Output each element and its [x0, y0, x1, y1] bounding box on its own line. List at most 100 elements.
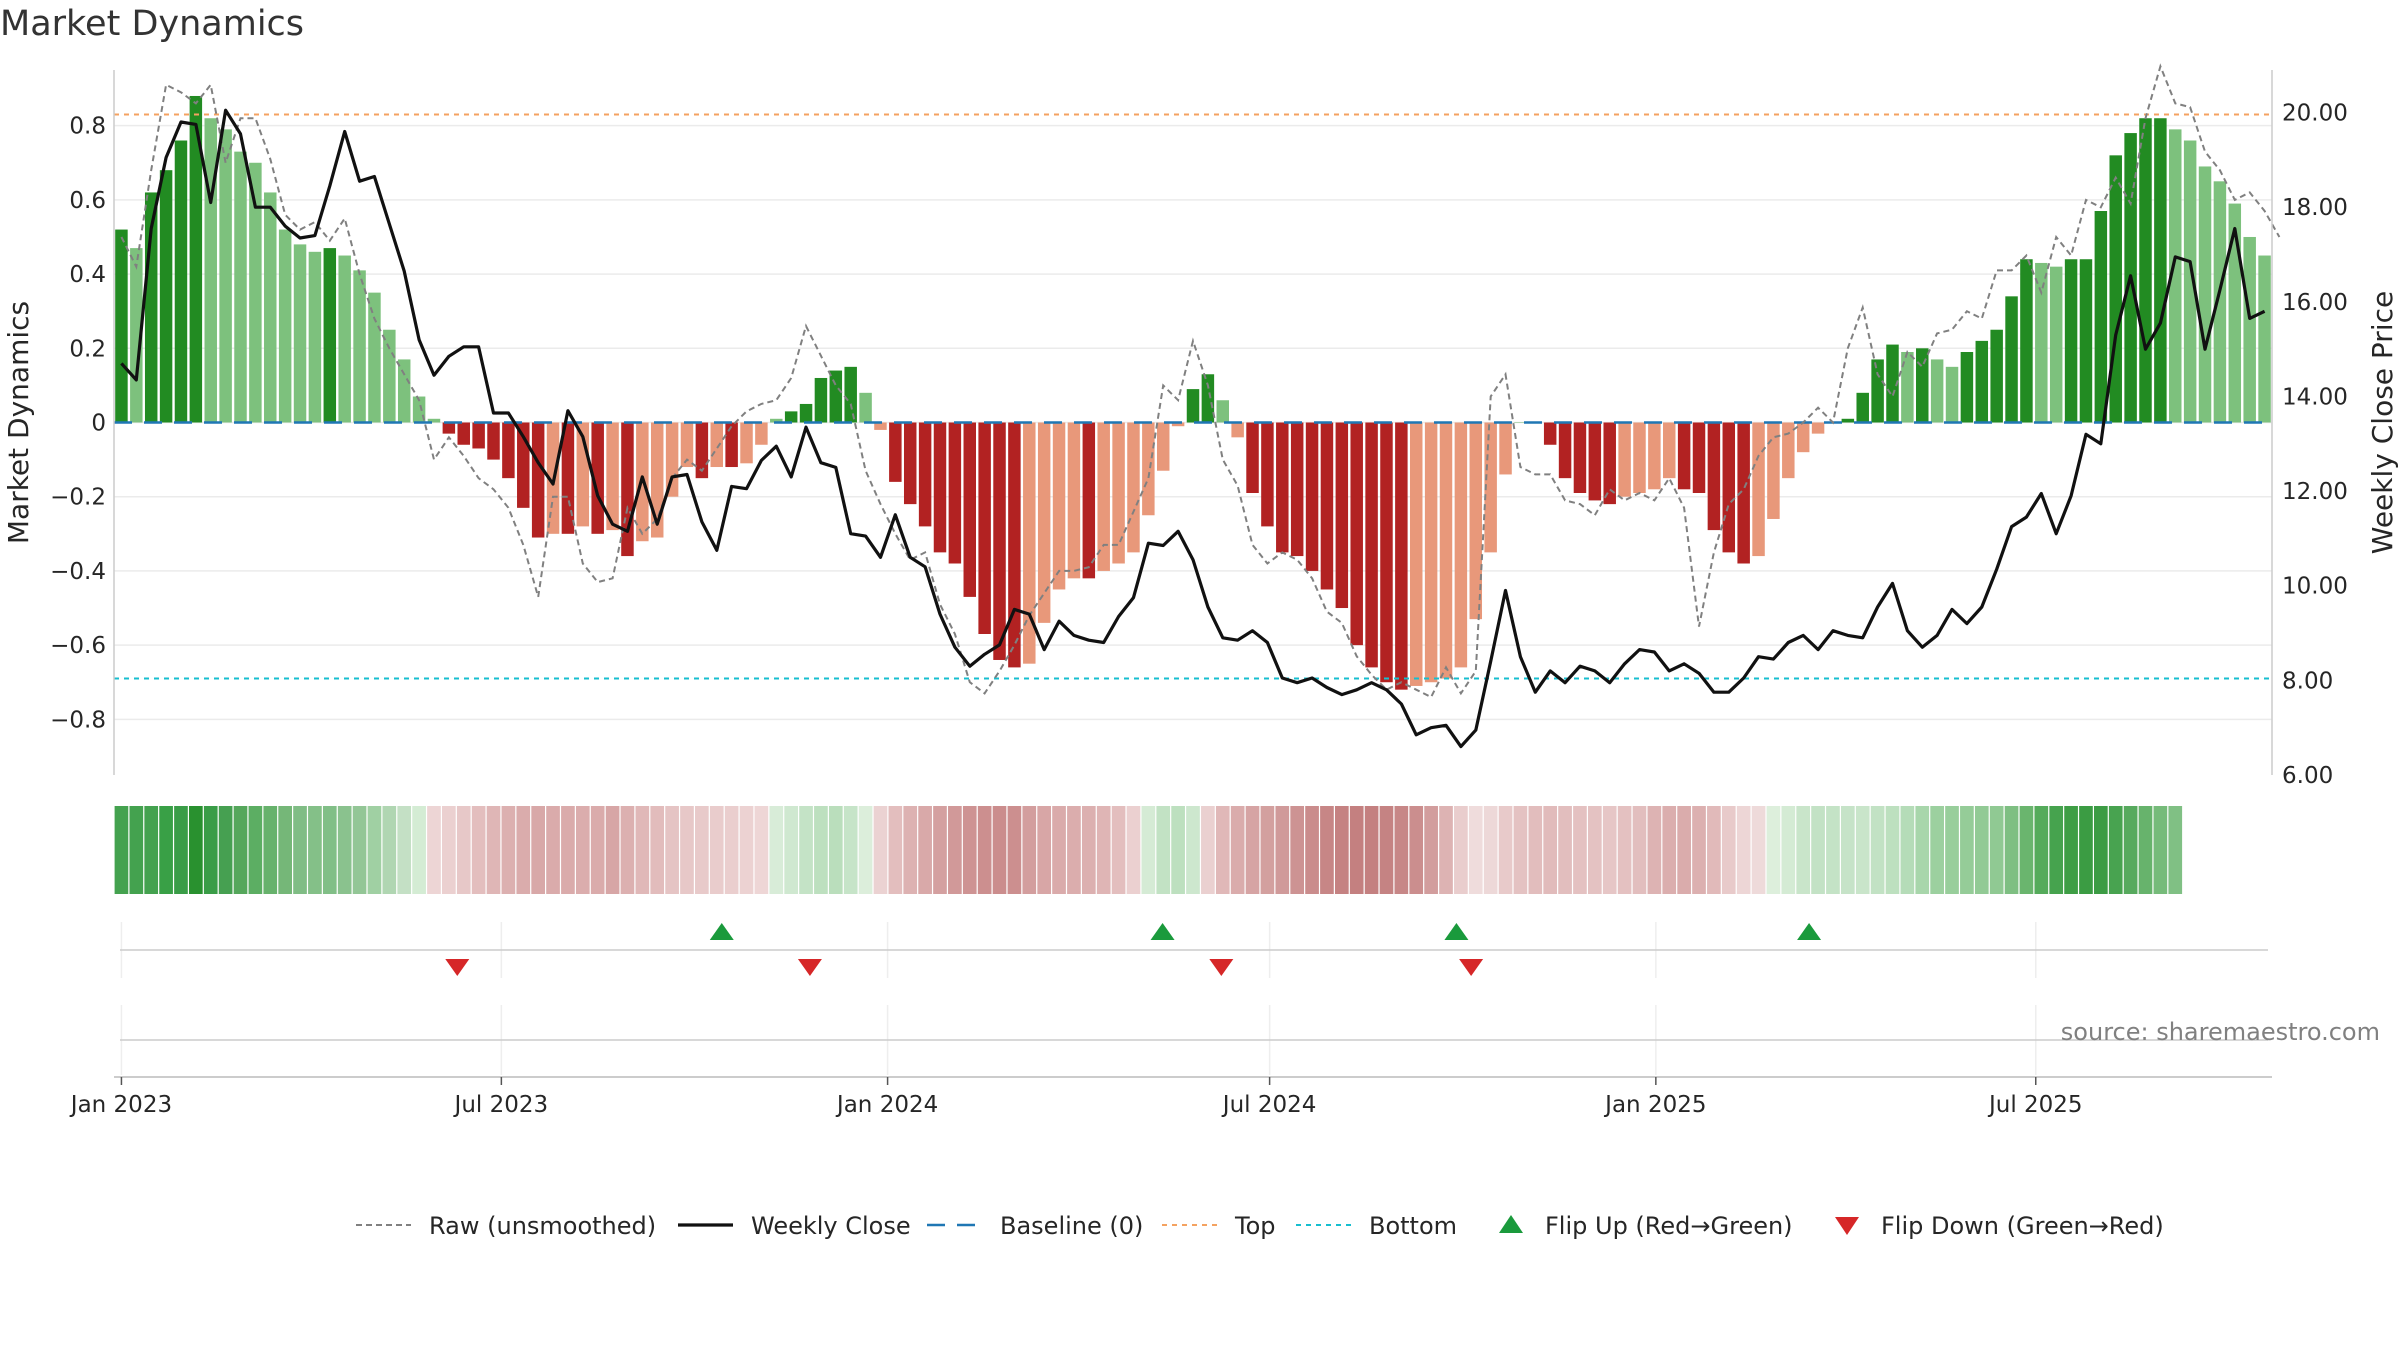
legend-label-flipup: Flip Up (Red→Green)	[1545, 1212, 1793, 1240]
bar	[1216, 400, 1230, 423]
bar	[1767, 422, 1780, 519]
strip-cell	[442, 806, 456, 894]
strip-cell	[1826, 806, 1840, 894]
bar	[1410, 422, 1423, 686]
strip-cell	[203, 806, 218, 894]
strip-cell	[516, 806, 531, 894]
bar	[1231, 422, 1244, 438]
strip-cell	[248, 806, 263, 894]
strip-cell	[1736, 806, 1751, 894]
strip-cell	[1885, 806, 1900, 894]
bar	[1811, 422, 1825, 434]
right-tick-label: 16.00	[2282, 290, 2348, 316]
bar	[606, 422, 619, 531]
bar	[1841, 418, 1855, 423]
strip-cell	[1781, 806, 1796, 894]
bar	[2169, 129, 2182, 423]
bar	[2198, 166, 2212, 423]
bar	[323, 248, 337, 423]
bar	[725, 422, 738, 468]
strip-cell	[1498, 806, 1513, 894]
strip-cell	[1349, 806, 1364, 894]
bar	[1082, 422, 1096, 579]
raw-line	[120, 63, 2281, 699]
bar	[1171, 422, 1185, 427]
bar	[2139, 118, 2152, 423]
strip-cell	[1677, 806, 1691, 894]
bar	[874, 422, 887, 430]
strip-cell	[1171, 806, 1185, 894]
bar	[338, 255, 351, 423]
left-tick-label: 0.6	[69, 188, 106, 214]
strip-cell	[635, 806, 650, 894]
bar	[1112, 422, 1125, 564]
bar-series	[115, 95, 2271, 690]
strip-cell	[308, 806, 322, 894]
x-tick-label: Jan 2023	[69, 1092, 172, 1118]
strip-cell	[412, 806, 426, 894]
bar	[814, 377, 828, 423]
strip-cell	[769, 806, 784, 894]
close-line-layer	[120, 108, 2266, 749]
x-tick-label: Jul 2023	[453, 1092, 549, 1118]
strip-cell	[680, 806, 694, 894]
strip-cell	[367, 806, 382, 894]
strip-cell	[1379, 806, 1394, 894]
strip-cell	[1230, 806, 1245, 894]
strip-cell	[1394, 806, 1409, 894]
bar	[1290, 422, 1304, 557]
bar	[234, 151, 247, 423]
strip-cell	[427, 806, 441, 894]
bar	[115, 229, 128, 423]
strip-cell	[1796, 806, 1811, 894]
bar	[710, 422, 723, 468]
left-axis-title: Market Dynamics	[2, 301, 35, 544]
strip-cell	[114, 806, 129, 894]
bar	[1901, 352, 1914, 423]
legend-label-baseline: Baseline (0)	[1000, 1212, 1143, 1240]
strip-cell	[1483, 806, 1498, 894]
bar	[1707, 422, 1721, 531]
strip-cell	[1960, 806, 1974, 894]
strip-cell	[1022, 806, 1037, 894]
bar	[591, 422, 604, 534]
right-tick-label: 14.00	[2282, 384, 2348, 410]
bar	[1469, 422, 1483, 620]
bar	[621, 422, 634, 557]
x-tick-label: Jan 2025	[1603, 1092, 1706, 1118]
bar	[2049, 266, 2063, 423]
right-tick-label: 20.00	[2282, 101, 2348, 127]
bar	[1395, 422, 1408, 690]
bar	[472, 422, 485, 449]
bar	[2020, 259, 2033, 423]
strip-cell	[977, 806, 992, 894]
bar	[2005, 296, 2018, 423]
bar	[889, 422, 902, 482]
bar	[159, 170, 173, 423]
strip-cell	[1617, 806, 1632, 894]
bar	[859, 392, 872, 423]
strip-cell	[1930, 806, 1944, 894]
flip-down-marker	[445, 959, 470, 976]
strip-cell	[2019, 806, 2034, 894]
strip-cell	[1454, 806, 1468, 894]
bar	[1008, 422, 1021, 668]
bar	[308, 251, 322, 423]
strip-cell	[174, 806, 188, 894]
strip-cell	[501, 806, 516, 894]
left-tick-label: 0.2	[69, 336, 106, 362]
bar	[1782, 422, 1795, 479]
bar	[293, 244, 307, 423]
strip-cell	[1111, 806, 1126, 894]
strip-cell	[2123, 806, 2138, 894]
strip-cell	[1662, 806, 1677, 894]
flip-up-marker	[1444, 923, 1469, 940]
bar	[1142, 422, 1155, 516]
strip-cell	[1915, 806, 1930, 894]
bar	[1201, 374, 1215, 423]
flip-down-marker	[1459, 959, 1484, 976]
strip-cell	[858, 806, 873, 894]
bar	[2035, 262, 2048, 423]
source-label: source: sharemaestro.com	[2061, 1018, 2380, 1046]
strip-cell	[1587, 806, 1602, 894]
